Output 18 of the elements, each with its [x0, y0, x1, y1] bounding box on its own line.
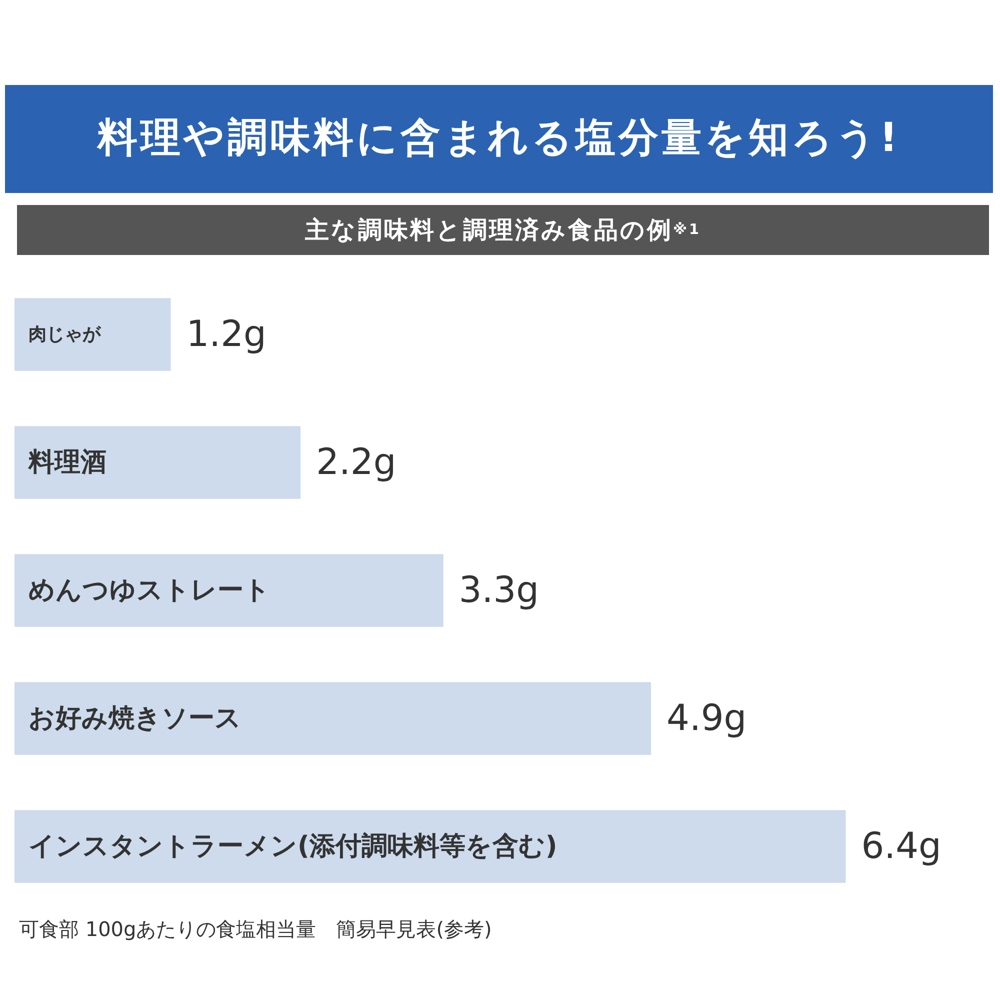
data-label: 3.3g	[458, 570, 539, 611]
y-tick-label: 料理酒	[28, 448, 106, 478]
y-tick-label: インスタントラーメン(添付調味料等を含む)	[28, 832, 558, 862]
bar	[14, 426, 301, 499]
data-label: 2.2g	[316, 442, 396, 483]
y-tick-label: めんつゆストレート	[28, 576, 270, 606]
chart-subtitle: 主な調味料と調理済み食品の例$^{※1}$	[17, 205, 989, 255]
bar	[14, 554, 444, 627]
bar	[14, 298, 171, 371]
bar	[14, 810, 846, 883]
bar	[14, 682, 652, 755]
chart-title: 料理や調味料に含まれる塩分量を知ろう!	[5, 85, 993, 193]
text: 可食部 100gあたりの食塩相当量 簡易早見表(参考)	[19, 916, 492, 943]
y-tick-label: お好み焼きソース	[28, 704, 242, 734]
data-label: 1.2g	[186, 314, 266, 355]
y-tick-label: 肉じゃが	[28, 324, 102, 345]
data-label: 4.9g	[666, 698, 747, 739]
data-label: 6.4g	[861, 826, 942, 867]
